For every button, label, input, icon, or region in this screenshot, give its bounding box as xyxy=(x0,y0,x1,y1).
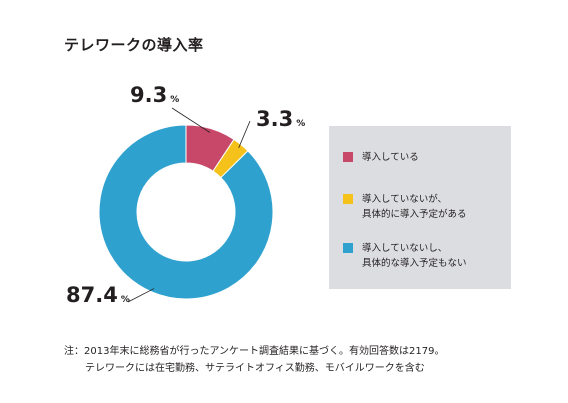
footnote-line-1: 注：2013年末に総務省が行ったアンケート調査結果に基づく。有効回答数は2179… xyxy=(64,346,445,357)
chart-title: テレワークの導入率 xyxy=(64,36,204,54)
legend-label: 導入していないし、 具体的な導入予定もない xyxy=(362,243,467,269)
legend-swatch xyxy=(343,243,353,253)
legend-item-planned: 導入していないが、 具体的に導入予定がある xyxy=(343,192,467,222)
legend-item-introduced: 導入している xyxy=(343,150,419,165)
leader-line xyxy=(171,107,211,133)
value-label: 9.3% xyxy=(130,83,179,107)
value-label: 3.3% xyxy=(256,107,305,131)
leader-line xyxy=(127,288,155,303)
leader-line xyxy=(238,120,251,149)
legend-label: 導入している xyxy=(362,152,419,163)
value-label: 87.4% xyxy=(66,283,130,307)
legend-swatch xyxy=(343,194,353,204)
legend-item-not-planned: 導入していないし、 具体的な導入予定もない xyxy=(343,241,467,271)
legend: 導入している 導入していないが、 具体的に導入予定がある 導入していないし、 具… xyxy=(329,126,511,289)
legend-swatch xyxy=(343,152,353,162)
legend-label: 導入していないが、 具体的に導入予定がある xyxy=(362,194,467,220)
footnote-line-2: テレワークには在宅勤務、サテライトオフィス勤務、モバイルワークを含む xyxy=(85,363,425,374)
donut-slice xyxy=(98,124,274,300)
footnote: 注：2013年末に総務省が行ったアンケート調査結果に基づく。有効回答数は2179… xyxy=(64,343,445,377)
